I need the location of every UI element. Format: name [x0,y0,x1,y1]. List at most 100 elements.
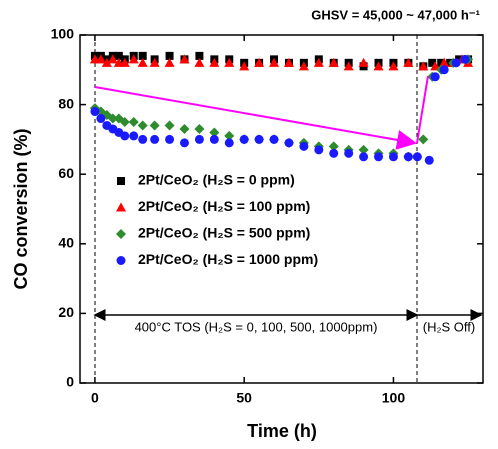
point [164,57,175,67]
point [107,54,118,64]
ghsv-note: GHSV = 45,000 ~ 47,000 h⁻¹ [311,7,480,22]
point [101,57,112,67]
point [107,113,118,124]
y-tick-label: 80 [58,95,74,111]
point [388,61,399,71]
point [90,107,100,117]
point [194,134,204,144]
legend-label: 2Pt/CeO₂ (H₂S = 100 ppm) [138,198,310,214]
point [179,54,190,64]
point [403,57,414,67]
legend-label: 2Pt/CeO₂ (H₂S = 1000 ppm) [138,251,318,267]
point [430,61,441,71]
point [358,144,369,155]
point [96,114,106,124]
x-axis-title: Time (h) [247,421,317,441]
point [119,57,130,67]
point [418,61,429,71]
point [119,117,130,127]
point [209,127,220,138]
point [137,120,148,131]
tos-note: 400°C TOS (H₂S = 0, 100, 500, 1000ppm) [135,319,378,334]
point [179,123,190,134]
point [239,134,249,144]
point [403,152,413,162]
point [439,57,450,67]
marks [89,51,474,165]
point [114,51,123,60]
point [313,57,324,67]
point [224,130,235,141]
plot-frame [79,34,484,384]
point [328,141,339,152]
point [298,61,309,71]
point [95,54,106,64]
point [374,152,384,162]
point [194,57,205,67]
point [388,152,398,162]
x-tick-label: 100 [382,390,406,406]
point [209,57,220,67]
legend-symbol [116,202,126,212]
point [460,54,470,64]
point [418,134,429,145]
point [224,57,235,67]
point [194,123,205,134]
legend-label: 2Pt/CeO₂ (H₂S = 0 ppm) [138,172,295,188]
point [129,131,139,141]
x-tick-label: 50 [236,390,252,406]
legend-symbol [116,256,126,265]
point [284,138,294,148]
y-axis-title: CO conversion (%) [11,128,31,289]
point [359,152,369,162]
y-tick-label: 60 [58,165,74,181]
point [165,134,175,144]
point [428,58,437,67]
legend-symbol [116,229,126,239]
legend-label: 2Pt/CeO₂ (H₂S = 500 ppm) [138,225,310,241]
legend-symbol [117,177,125,185]
recovery-line [416,75,429,144]
point [254,134,264,144]
point [373,61,384,71]
point [344,148,354,158]
point [128,117,139,127]
point [437,58,446,67]
point [137,57,148,67]
point [424,155,434,165]
point [138,134,148,144]
point [455,55,464,64]
off-note: (H₂S Off) [423,319,475,334]
point [412,152,422,162]
point [164,120,175,131]
point [209,134,219,144]
point [195,51,204,60]
point [150,134,160,144]
point [283,57,294,67]
point [149,57,160,67]
point [439,65,449,75]
y-tick-label: 100 [51,26,75,42]
point [138,51,147,60]
point [451,58,461,68]
point [149,120,160,131]
point [239,61,250,71]
point [299,141,309,151]
point [254,57,265,67]
point [120,131,130,141]
x-tick-label: 0 [91,390,99,406]
point [314,145,324,155]
y-tick-label: 0 [66,374,74,390]
point [430,72,440,82]
trend-arrow [94,86,417,150]
point [329,148,339,158]
y-tick-label: 40 [58,235,74,251]
point [358,57,369,67]
point [165,51,174,60]
point [269,134,279,144]
point [328,57,339,67]
y-tick-label: 20 [58,304,74,320]
point [179,138,189,148]
point [128,54,139,64]
